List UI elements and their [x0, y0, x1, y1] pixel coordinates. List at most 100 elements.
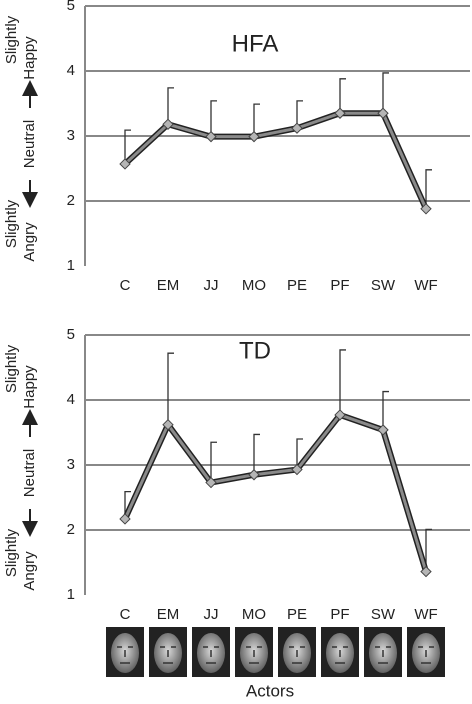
error-bar [296, 438, 303, 470]
point [248, 469, 260, 481]
y-annotation: Angry [21, 551, 38, 591]
x-tick-label: PF [330, 277, 349, 294]
point [162, 418, 174, 431]
error-bar-line [425, 528, 432, 572]
x-tick-label: SW [371, 277, 396, 294]
error-bar-line [339, 78, 346, 114]
point [377, 107, 389, 119]
error-bar [339, 78, 346, 114]
y-annotation: Slightly [3, 15, 20, 64]
line-outline [122, 411, 429, 573]
face-features [289, 646, 305, 664]
y-tick-label: 1 [67, 257, 75, 274]
error-bar-line [253, 433, 260, 475]
y-tick-label: 5 [67, 326, 75, 343]
x-tick-label: WF [414, 277, 437, 294]
error-bar-line [210, 441, 217, 483]
face-features [117, 646, 133, 664]
error-bar-line [167, 352, 174, 425]
error-bar [425, 528, 432, 572]
x-tick-label: MO [242, 606, 266, 623]
error-bar [296, 100, 303, 129]
face-features [418, 646, 434, 664]
x-tick-label: JJ [204, 277, 219, 294]
error-bar-line [296, 100, 303, 129]
y-tick-label: 1 [67, 586, 75, 603]
point [377, 424, 389, 436]
y-annotation: Angry [21, 222, 38, 262]
x-tick-label: PE [287, 606, 307, 623]
y-annotation: Slightly [3, 344, 20, 393]
actor-face [106, 627, 144, 677]
point [119, 513, 131, 525]
error-bar-line [253, 103, 260, 137]
error-bar [253, 433, 260, 475]
point [248, 130, 260, 143]
error-bar-line [210, 100, 217, 137]
error-bar-line [425, 169, 432, 209]
error-bar [382, 72, 389, 114]
error-bar-line [167, 87, 174, 125]
error-bar-line [296, 438, 303, 470]
actor-face [364, 627, 402, 677]
point [334, 107, 346, 119]
x-tick-label: EM [157, 606, 180, 623]
error-bar-line [382, 72, 389, 114]
chart-title: HFA [232, 30, 279, 57]
x-tick-label: C [120, 277, 131, 294]
point [420, 203, 432, 215]
chart-title: TD [239, 337, 271, 364]
y-tick-label: 3 [67, 127, 75, 144]
face-features [375, 646, 391, 664]
error-bar [382, 390, 389, 430]
point [420, 565, 432, 578]
x-tick-label: EM [157, 277, 180, 294]
error-bar [167, 87, 174, 125]
error-bar-line [382, 390, 389, 430]
series-line [123, 413, 428, 573]
y-tick-label: 3 [67, 456, 75, 473]
error-bar [210, 441, 217, 483]
point [119, 158, 131, 170]
y-annotation: Neutral [21, 449, 38, 497]
point [334, 409, 346, 421]
error-bar-line [124, 491, 131, 519]
x-tick-label: MO [242, 277, 266, 294]
face-features [332, 646, 348, 664]
actor-face [149, 627, 187, 677]
x-tick-label: PE [287, 277, 307, 294]
point [291, 463, 303, 476]
actor-face [278, 627, 316, 677]
series-line [123, 111, 428, 210]
y-annotation: Happy [21, 365, 38, 409]
point [205, 476, 217, 489]
y-tick-label: 2 [67, 192, 75, 209]
x-axis-label: Actors [246, 681, 294, 700]
face-features [246, 646, 262, 664]
error-bar [167, 352, 174, 425]
y-tick-label: 4 [67, 391, 75, 408]
y-annotation: Happy [21, 36, 38, 80]
error-bar [124, 491, 131, 519]
error-bar [425, 169, 432, 209]
x-tick-label: WF [414, 606, 437, 623]
y-annotation: Neutral [21, 120, 38, 168]
actor-face [192, 627, 230, 677]
x-tick-label: SW [371, 606, 396, 623]
error-bar [124, 129, 131, 164]
error-bar-line [124, 129, 131, 164]
point [291, 122, 303, 134]
x-tick-label: JJ [204, 606, 219, 623]
error-bar [339, 349, 346, 415]
y-tick-label: 5 [67, 0, 75, 14]
y-tick-label: 4 [67, 62, 75, 79]
actor-face [407, 627, 445, 677]
x-tick-label: C [120, 606, 131, 623]
point [162, 118, 174, 131]
error-bar [253, 103, 260, 137]
x-tick-label: PF [330, 606, 349, 623]
point [205, 130, 217, 143]
y-annotation: Slightly [3, 199, 20, 248]
face-features [203, 646, 219, 664]
